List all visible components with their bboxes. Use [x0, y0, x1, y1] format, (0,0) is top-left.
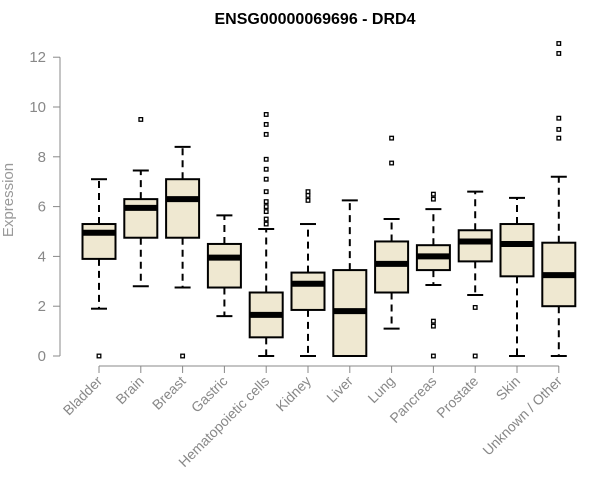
- box-gastric: [206, 214, 242, 318]
- outlier-point: [556, 41, 562, 46]
- outlier-point: [263, 121, 269, 127]
- iqr-box: [374, 240, 410, 294]
- iqr-box: [81, 223, 117, 260]
- outlier-point: [556, 115, 562, 121]
- outlier-point: [263, 221, 269, 227]
- y-tick-label: 2: [38, 298, 46, 315]
- outlier-point: [556, 126, 562, 132]
- outlier-point: [263, 199, 269, 205]
- y-axis-label: Expression: [0, 163, 17, 237]
- outlier-point: [263, 156, 269, 162]
- x-tick-label: Liver: [323, 373, 356, 406]
- box-hematopoietic-cells: [248, 112, 284, 357]
- x-tick-label: Prostate: [433, 373, 481, 421]
- outlier-point: [180, 353, 186, 359]
- x-tick-label: Breast: [149, 373, 189, 413]
- iqr-box: [499, 223, 535, 278]
- outlier-point: [263, 166, 269, 172]
- plot-area: [81, 41, 577, 359]
- iqr-box: [165, 178, 201, 239]
- outlier-point: [472, 304, 478, 310]
- outlier-point: [430, 323, 436, 329]
- x-tick-label: Skin: [493, 373, 524, 404]
- outlier-point: [389, 160, 395, 166]
- outlier-point: [430, 318, 436, 324]
- iqr-box: [290, 271, 326, 311]
- x-tick-label: Brain: [112, 373, 146, 407]
- outlier-point: [430, 196, 436, 202]
- outlier-point: [556, 135, 562, 141]
- outlier-point: [138, 117, 144, 122]
- outlier-point: [389, 135, 395, 141]
- outlier-point: [472, 353, 478, 359]
- y-tick-label: 6: [38, 199, 46, 216]
- box-prostate: [457, 190, 493, 359]
- outlier-point: [263, 216, 269, 222]
- x-tick-label: Kidney: [273, 373, 315, 415]
- y-tick-label: 12: [29, 49, 46, 66]
- box-kidney: [290, 189, 326, 357]
- y-tick-label: 0: [38, 348, 46, 365]
- outlier-point: [263, 112, 269, 117]
- outlier-point: [430, 191, 436, 197]
- x-tick-label: Unknown / Other: [479, 373, 565, 459]
- chart-title: ENSG00000069696 - DRD4: [214, 11, 415, 28]
- box-liver: [332, 199, 368, 357]
- outlier-point: [263, 131, 269, 137]
- x-tick-label: Lung: [364, 373, 397, 406]
- box-bladder: [81, 178, 117, 359]
- outlier-point: [96, 353, 102, 359]
- box-unknown-other: [541, 41, 577, 357]
- iqr-box: [457, 229, 493, 263]
- outlier-point: [430, 353, 436, 359]
- outlier-point: [305, 197, 311, 203]
- iqr-box: [206, 242, 242, 289]
- box-lung: [374, 135, 410, 330]
- outlier-point: [305, 192, 311, 198]
- y-tick-label: 8: [38, 149, 46, 166]
- outlier-point: [305, 189, 311, 195]
- y-tick-label: 4: [38, 248, 46, 265]
- outlier-point: [263, 176, 269, 182]
- axes: 0 2 4 6 8 10 12: [29, 49, 560, 373]
- box-breast: [165, 145, 201, 359]
- box-brain: [123, 117, 159, 288]
- outlier-point: [263, 204, 269, 210]
- outlier-point: [263, 209, 269, 215]
- outlier-point: [556, 51, 562, 56]
- x-tick-label: Bladder: [60, 373, 106, 419]
- y-tick-label: 10: [29, 99, 46, 116]
- outlier-point: [263, 189, 269, 195]
- box-skin: [499, 196, 535, 357]
- box-pancreas: [415, 191, 451, 359]
